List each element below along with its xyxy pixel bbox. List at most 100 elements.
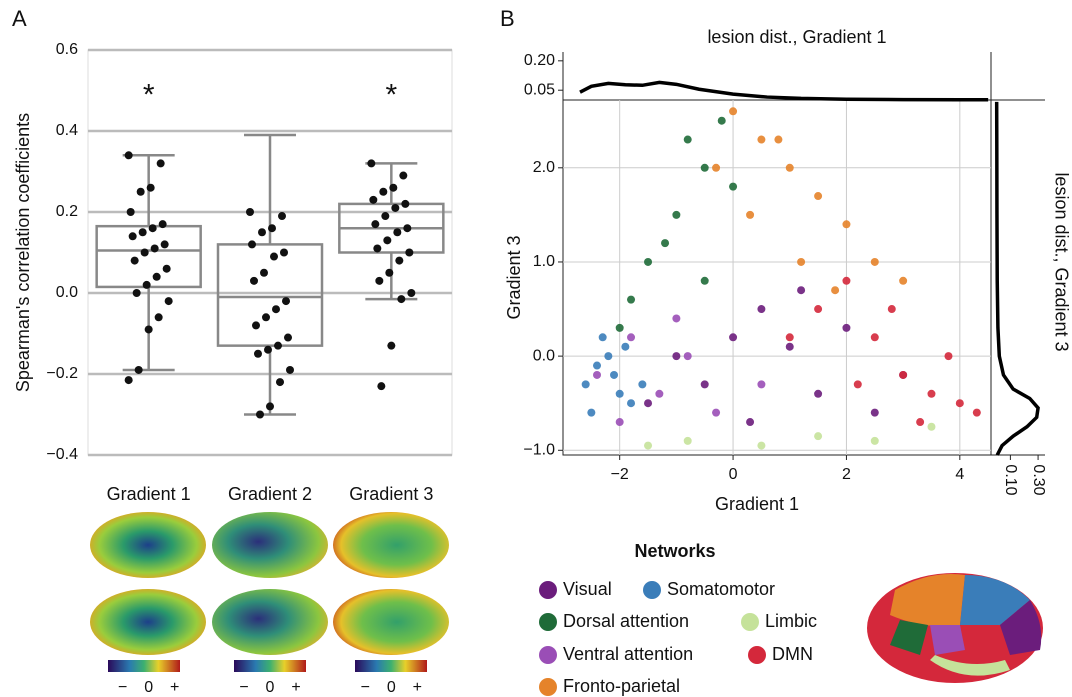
- box: [95, 224, 202, 289]
- point: [154, 313, 163, 322]
- point: [148, 224, 157, 233]
- point: [369, 195, 378, 204]
- point: [395, 256, 404, 265]
- scatter-point: [785, 163, 794, 172]
- scatter-point: [842, 276, 851, 285]
- y-tick-label: −0.2: [46, 365, 78, 382]
- point: [284, 333, 292, 342]
- brain-map: [212, 589, 328, 655]
- box: [216, 243, 324, 347]
- colorbar-label: 0: [144, 679, 153, 696]
- point: [150, 244, 159, 253]
- point: [268, 224, 276, 233]
- network-brain: [867, 573, 1043, 683]
- significance-mark: *: [385, 78, 397, 111]
- y-tick-label: 0.6: [56, 41, 78, 58]
- legend-label: Fronto-parietal: [563, 676, 680, 696]
- colorbar-label: 0: [387, 679, 396, 696]
- scatter-point: [683, 352, 692, 361]
- point: [252, 321, 260, 330]
- colorbar-label: 0: [266, 679, 275, 696]
- point: [385, 268, 394, 277]
- scatter-point: [587, 408, 596, 417]
- colorbar: [355, 660, 427, 672]
- colorbar-label: −: [118, 679, 127, 696]
- scatter-point: [927, 422, 936, 431]
- scatter-point: [644, 441, 653, 450]
- scatter-point: [870, 436, 879, 445]
- point: [144, 325, 153, 334]
- scatter-point: [927, 389, 936, 398]
- colorbar: [108, 660, 180, 672]
- legend-label: Ventral attention: [563, 644, 693, 664]
- point: [282, 297, 290, 306]
- x-tick-label: −2: [611, 466, 629, 483]
- point: [132, 289, 141, 297]
- colorbar-label: +: [170, 679, 179, 696]
- legend-swatch: [539, 678, 557, 696]
- panel-label: B: [500, 6, 515, 31]
- scatter-point: [842, 220, 851, 229]
- point: [246, 208, 254, 216]
- brain-region: [890, 574, 965, 627]
- point: [381, 212, 390, 221]
- scatter-point: [944, 352, 953, 361]
- y-tick-label: 0.20: [524, 52, 555, 69]
- scatter-point: [593, 361, 602, 370]
- scatter-point: [916, 418, 925, 427]
- point: [389, 183, 398, 192]
- point: [254, 349, 262, 358]
- point: [397, 295, 406, 304]
- point: [128, 232, 137, 241]
- point: [256, 410, 264, 419]
- scatter-point: [887, 305, 896, 314]
- y-tick-label: 1.0: [533, 253, 555, 270]
- point: [164, 297, 173, 306]
- y-axis-label: Spearman's correlation coefficients: [13, 113, 33, 392]
- scatter-point: [700, 163, 709, 172]
- scatter-point: [581, 380, 590, 389]
- scatter-point: [672, 352, 681, 361]
- y-tick-label: 0.05: [524, 81, 555, 98]
- scatter-point: [757, 441, 766, 450]
- point: [146, 183, 155, 192]
- point: [375, 276, 384, 285]
- colorbar-label: +: [291, 679, 300, 696]
- density-line: [994, 101, 1040, 456]
- density-line: [579, 80, 989, 102]
- point: [270, 252, 278, 261]
- point: [377, 382, 386, 391]
- scatter-point: [814, 389, 823, 398]
- legend-label: DMN: [772, 644, 813, 664]
- scatter-point: [853, 380, 862, 389]
- category-label: Gradient 3: [349, 484, 433, 504]
- point: [401, 199, 410, 208]
- scatter-point: [746, 418, 755, 427]
- point: [130, 256, 139, 265]
- scatter-point: [604, 352, 613, 361]
- scatter-point: [785, 333, 794, 342]
- scatter-point: [746, 210, 755, 219]
- colorbar-label: −: [361, 679, 370, 696]
- legend-swatch: [748, 646, 766, 664]
- point: [379, 187, 388, 196]
- colorbar: [234, 660, 306, 672]
- point: [383, 236, 392, 245]
- scatter-point: [644, 399, 653, 408]
- panel-label: A: [12, 6, 27, 31]
- colorbar-label: −: [239, 679, 248, 696]
- point: [264, 345, 272, 354]
- point: [124, 376, 133, 385]
- point: [393, 228, 402, 237]
- scatter-point: [655, 389, 664, 398]
- category-label: Gradient 1: [107, 484, 191, 504]
- point: [405, 248, 414, 257]
- scatter-point: [757, 305, 766, 314]
- brain-region: [930, 625, 965, 655]
- x-axis-label: Gradient 1: [715, 494, 799, 514]
- brain-maps: [90, 512, 449, 672]
- scatter-point: [615, 323, 624, 332]
- y-tick-label: −1.0: [523, 442, 555, 459]
- scatter-point: [661, 239, 670, 248]
